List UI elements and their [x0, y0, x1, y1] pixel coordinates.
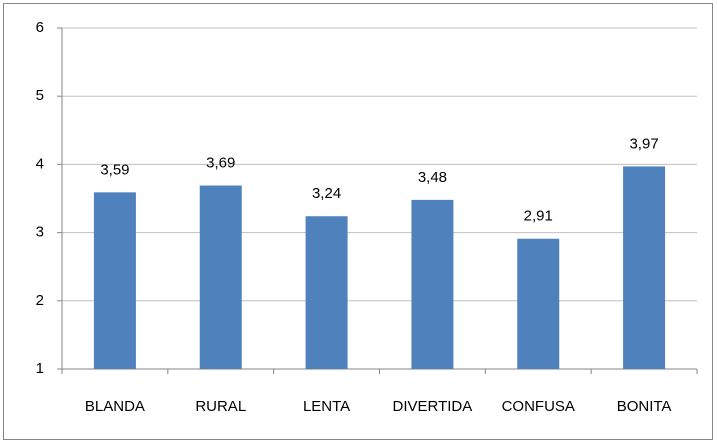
value-label: 2,91	[524, 208, 553, 225]
x-tick-label: RURAL	[195, 398, 246, 415]
bar	[305, 216, 348, 369]
y-tick-label: 1	[36, 360, 44, 377]
bar	[93, 192, 136, 369]
x-tick-label: DIVERTIDA	[393, 398, 473, 415]
value-label: 3,48	[418, 169, 447, 186]
x-tick-label: BLANDA	[85, 398, 145, 415]
bar	[411, 199, 454, 369]
bar	[199, 185, 242, 369]
y-tick-label: 6	[36, 19, 44, 36]
y-tick-label: 3	[36, 224, 44, 241]
bar	[517, 238, 560, 369]
value-label: 3,24	[312, 185, 341, 202]
bar	[623, 166, 666, 369]
value-label: 3,59	[100, 161, 129, 178]
x-tick-label: LENTA	[303, 398, 350, 415]
x-tick-label: BONITA	[617, 398, 672, 415]
value-label: 3,97	[629, 135, 658, 152]
y-tick-label: 2	[36, 292, 44, 309]
x-tick-label: CONFUSA	[502, 398, 575, 415]
y-tick-label: 5	[36, 87, 44, 104]
y-tick-label: 4	[36, 155, 44, 172]
value-label: 3,69	[206, 155, 235, 172]
